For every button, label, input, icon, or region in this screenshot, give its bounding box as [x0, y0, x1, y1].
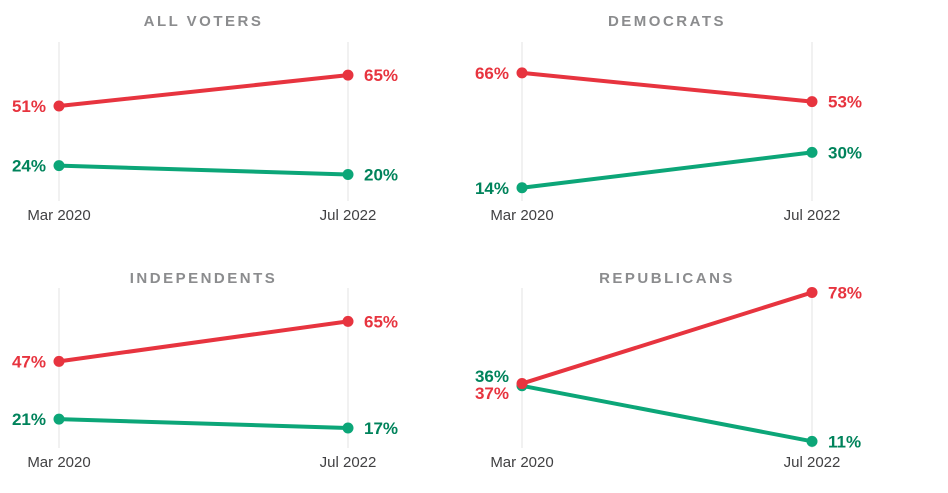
- slope-plot: 36% 11% 37% 78% Mar 2020 Jul 2022: [475, 283, 862, 471]
- green-value-label-start: 36%: [475, 367, 509, 386]
- chart-panel-3: INDEPENDENTS 21% 17% 47% 65% Mar 2020 Jul 202…: [0, 246, 474, 493]
- slope-plot: 24% 20% 51% 65% Mar 2020 Jul 2022: [12, 42, 398, 224]
- x-axis-label: Jul 2022: [320, 207, 377, 224]
- green-value-label-start: 24%: [12, 157, 46, 176]
- red-value-label-start: 37%: [475, 384, 509, 403]
- red-value-label-end: 53%: [828, 93, 862, 112]
- x-axis-label: Mar 2020: [27, 207, 90, 224]
- green-data-point-end: [806, 146, 818, 158]
- panel-title: REPUBLICANS: [599, 270, 735, 287]
- red-data-point-end: [806, 96, 818, 108]
- red-value-label-start: 51%: [12, 97, 46, 116]
- chart-panel-4: REPUBLICANS 36% 11% 37% 78% Mar 2020 Jul 2022: [474, 246, 948, 493]
- x-axis-label: Mar 2020: [490, 207, 553, 224]
- panel-title: INDEPENDENTS: [129, 270, 278, 287]
- green-value-label-end: 17%: [364, 419, 398, 438]
- red-data-point-end: [342, 315, 354, 327]
- red-value-label-end: 78%: [828, 283, 862, 302]
- green-data-point-start: [516, 182, 528, 194]
- red-value-label-start: 47%: [12, 352, 46, 371]
- green-value-label-end: 30%: [828, 143, 862, 162]
- green-trend-line: [520, 383, 814, 444]
- green-trend-line: [57, 417, 350, 430]
- red-data-point-start: [53, 355, 65, 367]
- green-value-label-end: 11%: [828, 432, 861, 451]
- x-axis-label: Jul 2022: [320, 454, 377, 471]
- red-data-point-end: [806, 286, 818, 298]
- red-trend-line: [57, 73, 350, 109]
- green-data-point-end: [806, 435, 818, 447]
- red-value-label-end: 65%: [364, 312, 398, 331]
- red-trend-line: [57, 319, 350, 364]
- red-data-point-end: [342, 69, 354, 81]
- slope-plot: 21% 17% 47% 65% Mar 2020 Jul 2022: [12, 288, 398, 471]
- green-value-label-start: 21%: [12, 410, 46, 429]
- red-data-point-start: [53, 100, 65, 112]
- green-data-point-end: [342, 169, 354, 180]
- x-axis-label: Mar 2020: [27, 454, 90, 471]
- red-data-point-start: [516, 67, 528, 79]
- green-data-point-start: [53, 160, 65, 172]
- x-axis-label: Jul 2022: [784, 454, 841, 471]
- green-data-point-end: [342, 422, 354, 434]
- green-value-label-end: 20%: [364, 166, 398, 185]
- green-data-point-start: [53, 413, 65, 425]
- panel-title: ALL VOTERS: [143, 13, 264, 30]
- chart-panel-2: DEMOCRATS 14% 30% 66% 53% Mar 2020 Jul 2022: [474, 0, 948, 246]
- green-trend-line: [57, 163, 350, 177]
- red-data-point-start: [516, 378, 528, 390]
- green-value-label-start: 14%: [475, 179, 509, 198]
- red-value-label-end: 65%: [364, 66, 398, 85]
- x-axis-label: Jul 2022: [784, 207, 841, 224]
- red-trend-line: [520, 70, 814, 104]
- chart-panel-1: ALL VOTERS 24% 20% 51% 65% Mar 2020 Jul 2022: [0, 0, 474, 246]
- green-trend-line: [520, 150, 814, 190]
- slope-plot: 14% 30% 66% 53% Mar 2020 Jul 2022: [475, 42, 862, 224]
- x-axis-label: Mar 2020: [490, 454, 553, 471]
- panel-title: DEMOCRATS: [607, 13, 727, 30]
- red-trend-line: [520, 290, 814, 386]
- red-value-label-start: 66%: [475, 64, 509, 83]
